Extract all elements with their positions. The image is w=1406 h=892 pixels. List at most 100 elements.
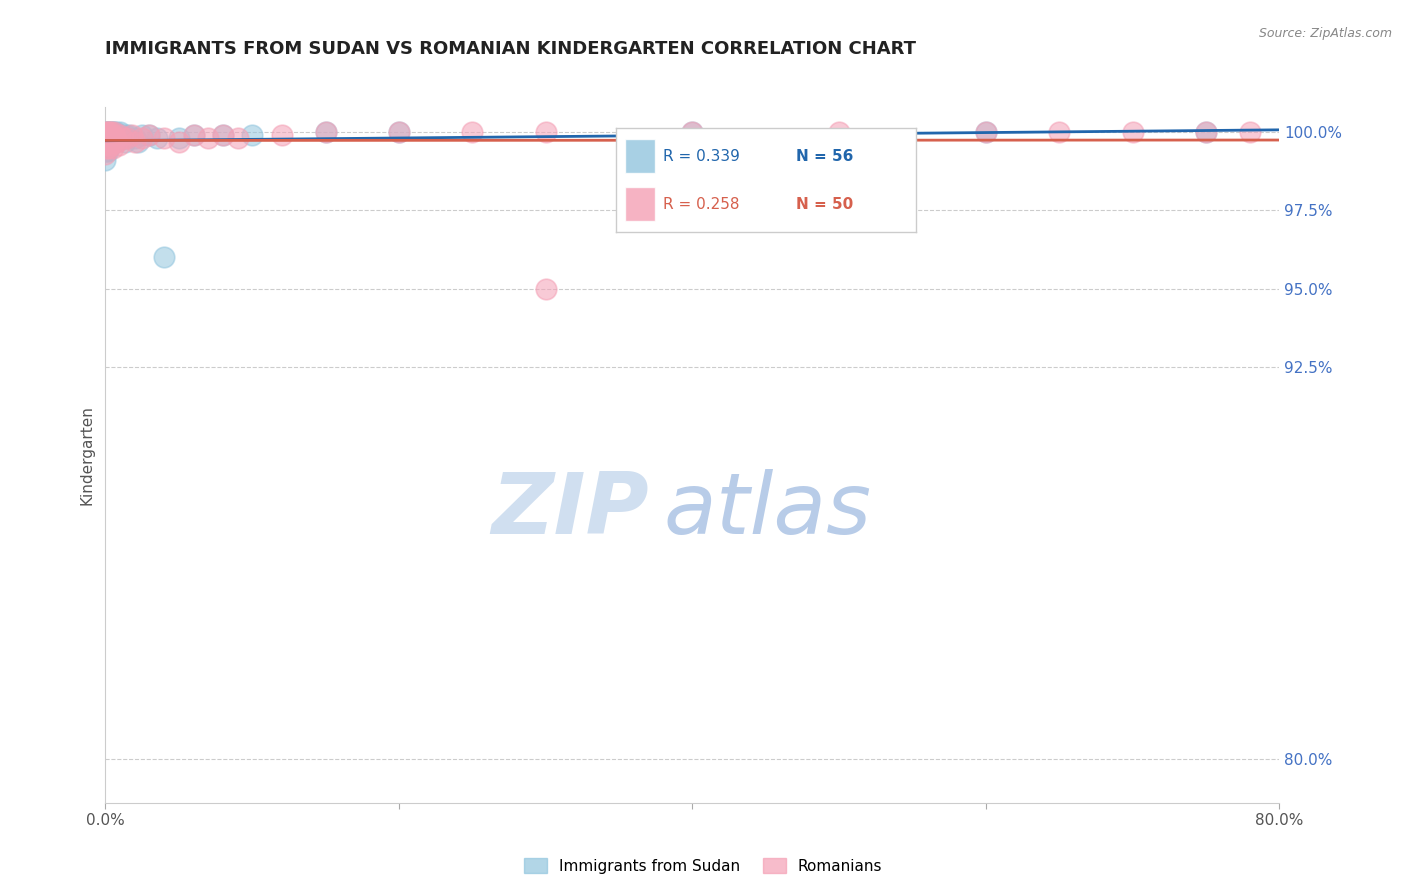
Point <box>124 135 146 149</box>
Text: ZIP: ZIP <box>491 469 648 552</box>
Text: atlas: atlas <box>664 469 872 552</box>
Point <box>1195 125 1218 139</box>
Point <box>97 128 120 143</box>
Point <box>94 125 117 139</box>
Point <box>112 131 135 145</box>
Point <box>103 131 125 145</box>
Point <box>104 125 127 139</box>
Point <box>388 125 411 139</box>
Point <box>131 131 153 145</box>
Point <box>131 128 153 143</box>
Point <box>270 128 292 143</box>
Point <box>117 131 139 145</box>
Point <box>94 128 117 143</box>
Point <box>138 128 160 143</box>
Point <box>110 128 132 143</box>
Point <box>1239 125 1261 139</box>
Y-axis label: Kindergarten: Kindergarten <box>79 405 94 505</box>
Point <box>98 135 121 149</box>
Point <box>100 125 122 139</box>
Point <box>94 125 117 139</box>
Point <box>121 128 143 143</box>
Point <box>97 144 120 158</box>
Point <box>115 128 138 143</box>
Legend: Immigrants from Sudan, Romanians: Immigrants from Sudan, Romanians <box>517 852 889 880</box>
Point <box>94 135 117 149</box>
Point <box>183 128 205 143</box>
Point <box>98 125 121 139</box>
Point <box>100 125 122 139</box>
Point <box>112 131 135 145</box>
Text: R = 0.339: R = 0.339 <box>662 149 740 163</box>
Point <box>96 131 118 145</box>
Point <box>153 131 176 145</box>
Point <box>94 144 117 158</box>
Point <box>240 128 263 143</box>
Point <box>114 135 136 149</box>
Point <box>103 135 125 149</box>
Point <box>682 125 704 139</box>
Point <box>167 135 190 149</box>
Point <box>105 128 128 143</box>
Point <box>96 128 118 143</box>
Point <box>211 128 233 143</box>
Point <box>94 131 117 145</box>
Point <box>94 128 117 143</box>
FancyBboxPatch shape <box>626 187 655 221</box>
Point <box>211 128 233 143</box>
Point <box>94 131 117 145</box>
Point <box>96 144 118 158</box>
Point <box>104 131 127 145</box>
Point <box>96 137 118 152</box>
Point <box>124 131 146 145</box>
Point <box>682 125 704 139</box>
Point <box>96 125 118 139</box>
Text: R = 0.258: R = 0.258 <box>662 196 740 211</box>
Text: IMMIGRANTS FROM SUDAN VS ROMANIAN KINDERGARTEN CORRELATION CHART: IMMIGRANTS FROM SUDAN VS ROMANIAN KINDER… <box>105 40 917 58</box>
Point <box>94 137 117 152</box>
Point <box>153 251 176 265</box>
Point <box>388 125 411 139</box>
Point <box>107 131 129 145</box>
Point <box>103 125 125 139</box>
Point <box>98 128 121 143</box>
Point <box>94 153 117 168</box>
Point <box>94 141 117 155</box>
FancyBboxPatch shape <box>626 139 655 173</box>
Point <box>100 131 122 145</box>
Point <box>98 137 121 152</box>
Point <box>94 135 117 149</box>
Point <box>138 128 160 143</box>
Point <box>104 131 127 145</box>
Point <box>97 135 120 149</box>
Point <box>118 128 141 143</box>
Point <box>1122 125 1144 139</box>
Point <box>98 125 121 139</box>
Point <box>97 131 120 145</box>
Point <box>100 137 122 152</box>
Point <box>974 125 997 139</box>
Point <box>96 125 118 139</box>
Point <box>197 131 219 145</box>
Text: Source: ZipAtlas.com: Source: ZipAtlas.com <box>1258 27 1392 40</box>
Point <box>96 135 118 149</box>
Point <box>108 125 131 139</box>
Point <box>97 125 120 139</box>
Point <box>97 125 120 139</box>
Point <box>183 128 205 143</box>
Point <box>127 135 149 149</box>
Point <box>146 131 169 145</box>
Point <box>167 131 190 145</box>
Point <box>101 141 124 155</box>
Point <box>96 135 118 149</box>
Point <box>101 128 124 143</box>
Point <box>94 147 117 161</box>
Point <box>226 131 249 145</box>
Point <box>315 125 337 139</box>
Point <box>101 135 124 149</box>
Point <box>1195 125 1218 139</box>
Point <box>974 125 997 139</box>
Point <box>96 128 118 143</box>
Point <box>94 137 117 152</box>
Point <box>1047 125 1070 139</box>
